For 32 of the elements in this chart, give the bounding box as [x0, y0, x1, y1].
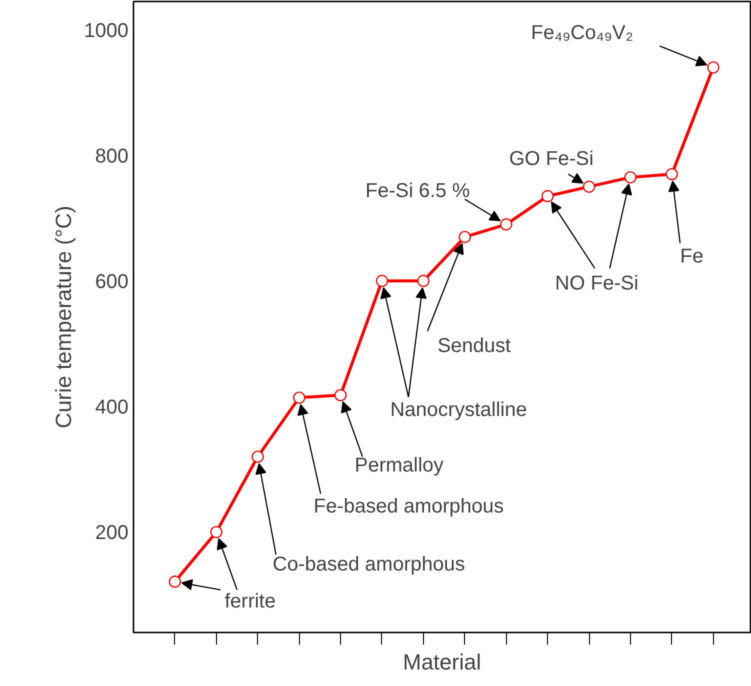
- annotation: Fe: [680, 245, 704, 268]
- point: [376, 274, 388, 287]
- point: [252, 450, 264, 463]
- point: [500, 218, 512, 230]
- x-axis-title: Material: [402, 650, 482, 674]
- annotation: Fe-Si 6.5 %: [365, 180, 470, 202]
- point: [541, 190, 554, 202]
- annotation: GO Fe-Si: [509, 148, 594, 170]
- y-tick-label: 200: [95, 522, 129, 544]
- point: [168, 576, 182, 588]
- annotation: ferrite: [224, 590, 276, 613]
- annotation: Fe₄₉Co₄₉V₂: [531, 22, 634, 44]
- annotation: Co-based amorphous: [272, 554, 465, 576]
- y-axis-title: Curie temperature (°C): [51, 206, 76, 428]
- y-tick-label: 800: [95, 145, 129, 168]
- point: [624, 171, 637, 184]
- y-tick-label: 1000: [84, 20, 129, 42]
- annotation: Nanocrystalline: [390, 399, 527, 422]
- point: [293, 392, 306, 404]
- point: [707, 61, 720, 74]
- point: [458, 230, 471, 244]
- annotation: NO Fe-Si: [555, 272, 638, 294]
- point: [210, 526, 222, 538]
- annotation: Sendust: [437, 335, 512, 358]
- point: [417, 274, 430, 287]
- annotation: Permalloy: [354, 454, 444, 476]
- point: [334, 389, 347, 402]
- y-tick-label: 600: [95, 270, 129, 293]
- point: [582, 180, 596, 193]
- point: [666, 168, 678, 180]
- annotation: Fe-based amorphous: [314, 495, 504, 518]
- y-tick-label: 400: [95, 396, 129, 418]
